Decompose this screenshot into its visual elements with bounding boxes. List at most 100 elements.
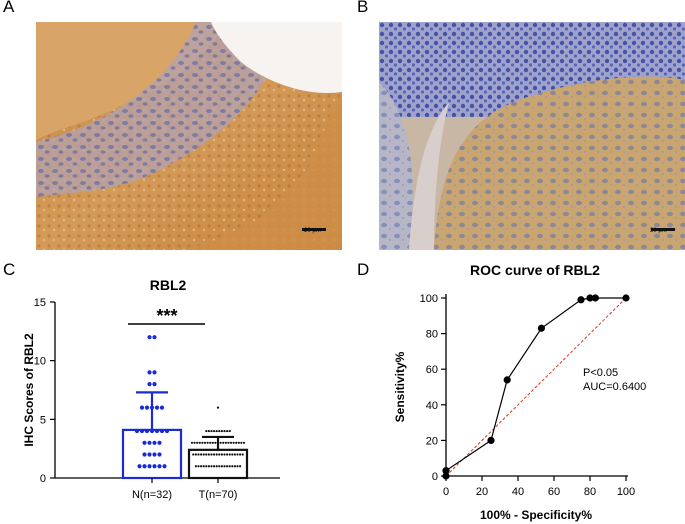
chart-c-point	[200, 453, 203, 456]
scale-bar-label-a: 20 μm	[304, 228, 321, 234]
chart-d-point	[537, 324, 545, 332]
chart-c-point	[215, 429, 218, 433]
chart-c-point	[157, 464, 162, 469]
chart-c-point	[209, 441, 212, 444]
chart-c-point	[198, 441, 201, 444]
chart-c-ytick-label: 0	[40, 473, 46, 485]
chart-c-point	[207, 465, 210, 468]
chart-d-xtick-label: 100	[617, 486, 635, 498]
chart-c-point	[202, 465, 205, 468]
chart-c-point	[222, 441, 225, 444]
chart-d-point	[503, 376, 511, 384]
chart-c-point	[147, 335, 152, 340]
chart-c-point	[226, 453, 229, 456]
chart-d-xtick-label: 60	[548, 486, 560, 498]
chart-c-point	[237, 441, 240, 444]
chart-d-ytick-label: 40	[426, 400, 438, 412]
chart-c-point	[213, 429, 216, 433]
chart-c-point	[214, 441, 217, 444]
chart-c-ytick-label: 5	[40, 414, 46, 426]
chart-c-point	[154, 428, 160, 434]
chart-c-point	[205, 453, 208, 456]
chart-c-point	[159, 428, 165, 434]
scale-bar-label-b: 20 μm	[650, 228, 667, 234]
chart-c-point	[216, 406, 220, 409]
chart-c-point	[162, 464, 167, 469]
chart-c-point	[240, 441, 243, 444]
chart-c-ylabel: IHC Scores of RBL2	[22, 333, 36, 447]
chart-c-point	[149, 428, 155, 434]
chart-c-point	[220, 429, 223, 433]
chart-d-ytick-label: 20	[426, 435, 438, 447]
micrograph-b-image	[379, 22, 685, 250]
chart-c-bar	[121, 428, 183, 480]
chart-c-point	[218, 465, 221, 468]
chart-c-point	[164, 428, 170, 434]
chart-d-xtick-label: 20	[476, 486, 488, 498]
chart-c-point	[233, 465, 236, 468]
chart-c-point	[152, 335, 157, 340]
chart-c-point	[227, 441, 230, 444]
chart-d-ylabel: Sensitivity%	[393, 351, 407, 422]
chart-c-point	[144, 405, 150, 410]
chart-c-point	[213, 465, 216, 468]
chart-d: ROC curve of RBL2 Sensitivity% 100% - Sp…	[340, 262, 685, 524]
chart-c-point	[207, 429, 210, 433]
chart-c-point	[147, 464, 152, 469]
chart-c-point	[236, 453, 239, 456]
chart-c-point	[192, 453, 195, 456]
chart-c-title: RBL2	[150, 277, 187, 293]
chart-c-point	[215, 453, 218, 456]
chart-d-point	[622, 294, 630, 302]
chart-c-point	[197, 453, 200, 456]
chart-d-xtick-label: 40	[512, 486, 524, 498]
chart-c-point	[142, 452, 147, 457]
chart-c-point	[235, 441, 238, 444]
chart-c-point	[152, 452, 157, 457]
chart-c-point	[231, 453, 234, 456]
chart-d-ytick-label: 0	[432, 471, 438, 483]
chart-c-point	[206, 441, 209, 444]
chart-c-point	[226, 465, 229, 468]
chart-c-point	[226, 429, 229, 433]
chart-c: RBL2 IHC Scores of RBL2 0 5 10 15 N(n=32) T(n…	[0, 262, 330, 524]
chart-c-point	[228, 465, 231, 468]
chart-c-point	[134, 428, 140, 434]
chart-c-point	[236, 465, 239, 468]
chart-c-point	[224, 441, 227, 444]
chart-c-point	[190, 441, 194, 444]
micrograph-b	[379, 22, 685, 250]
chart-d-annotation-p: P<0.05	[583, 367, 618, 379]
chart-d-ytick-label: 60	[426, 364, 438, 376]
chart-c-point	[137, 464, 142, 469]
chart-c-point	[147, 452, 152, 457]
chart-c-point	[152, 440, 157, 445]
chart-c-point	[205, 465, 208, 468]
chart-c-point	[220, 465, 223, 468]
chart-c-point	[229, 441, 233, 444]
chart-c-point	[152, 370, 157, 375]
panel-letter-a: A	[3, 0, 15, 16]
micrograph-a	[36, 22, 342, 250]
chart-c-point	[139, 405, 145, 410]
chart-c-point	[157, 440, 162, 445]
micrograph-a-image	[36, 22, 342, 250]
chart-c-point	[194, 465, 197, 468]
chart-c-point	[211, 441, 214, 444]
chart-d-point	[591, 294, 599, 302]
chart-c-point	[193, 441, 196, 444]
chart-c-point	[239, 465, 242, 468]
chart-d-point	[442, 472, 450, 480]
chart-c-point	[203, 441, 207, 444]
chart-c-point	[218, 429, 221, 433]
chart-d-svg: ROC curve of RBL2 Sensitivity% 100% - Sp…	[393, 262, 646, 522]
chart-c-point	[159, 405, 165, 410]
chart-d-point	[487, 436, 495, 444]
chart-c-point	[215, 465, 218, 468]
chart-c-point	[194, 453, 197, 456]
chart-c-point	[223, 453, 226, 456]
chart-c-point	[149, 405, 155, 410]
chart-c-point	[147, 382, 152, 387]
chart-c-point	[205, 429, 208, 433]
chart-c-point	[144, 428, 150, 434]
